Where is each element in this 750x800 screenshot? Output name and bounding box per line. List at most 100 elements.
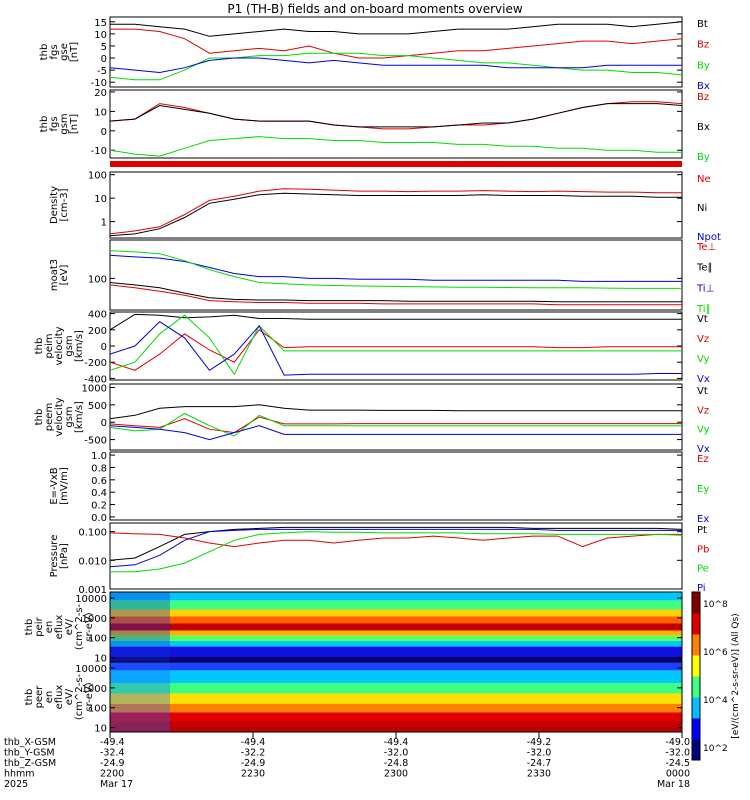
colorbar-label: [eV/(cm^2-s-sr-eV)] (All Qs): [731, 613, 741, 738]
spectrogram-early-interval: [110, 662, 170, 732]
panel-density: 100 10 1 Density [cm-3] Ne Ni Npot: [49, 171, 721, 243]
x-row-value: 2230: [241, 769, 265, 780]
series-line-Vx: [109, 425, 682, 441]
y-axis-label: thb: [39, 116, 50, 133]
legend-Bx: Bx: [697, 81, 710, 92]
spectrogram-band: [110, 616, 682, 624]
series-line-Te∥: [109, 282, 682, 303]
y-tick-label: -5: [97, 66, 107, 77]
panel-efield: 1.00.8 0.60.4 0.20.0 E=-VxB [mV/m] Ez Ey Ex: [49, 451, 709, 525]
y-axis-label: thb: [24, 689, 35, 706]
y-axis-label: (cm^2-s-: [74, 673, 85, 720]
legend-Ne: Ne: [697, 174, 711, 185]
y-axis-label: thb: [39, 44, 50, 61]
legend-Bx: Bx: [697, 122, 710, 133]
series-line-Vz: [109, 416, 682, 434]
y-axis-label: velocity: [54, 397, 65, 436]
spectrogram-band: [110, 592, 682, 601]
x-row-value: -24.9: [100, 758, 125, 769]
y-axis-label: [nPa]: [59, 543, 70, 569]
spectrogram-band: [110, 646, 682, 657]
spectrogram-band: [110, 656, 682, 662]
series-line-Pe: [110, 531, 683, 573]
x-row-label: thb_Z-GSM: [4, 758, 56, 769]
y-axis-label: [cm-3]: [59, 188, 70, 221]
y-tick-label: 1000: [82, 684, 107, 695]
y-axis-label: fgs: [49, 116, 60, 131]
x-row-value: Mar 17: [100, 779, 133, 790]
legend-Bz: Bz: [697, 92, 709, 103]
series-line-Pi: [109, 528, 682, 568]
series-line-Bz: [110, 28, 683, 59]
y-tick-label: -10: [91, 78, 107, 89]
series-line-Te⊥: [109, 284, 682, 306]
y-axis-label: Pressure: [49, 535, 60, 578]
panel-frame: [109, 171, 683, 239]
series-line-By: [109, 52, 683, 81]
spectrogram-band: [110, 670, 682, 683]
series-line-Bt: [110, 21, 683, 37]
y-tick-label: 0: [101, 127, 107, 138]
colorbar-segment: [692, 613, 700, 635]
panel-peir-spectrogram: 10000 1000 100 10 thb peir en eflux eV/(cm^2-s-s…: [24, 591, 683, 665]
spectrogram-band: [110, 662, 682, 671]
x-row-value: -49.2: [527, 737, 552, 748]
series-line-Pt: [109, 526, 683, 561]
y-tick-label: 1: [101, 218, 107, 229]
y-axis-label: moat3: [49, 259, 60, 291]
x-row-value: -24.7: [527, 758, 552, 769]
series-line-Ni: [109, 192, 682, 237]
y-tick-label: 0.100: [78, 528, 107, 539]
legend-Vy: Vy: [697, 425, 710, 436]
panel-frame: [109, 451, 683, 521]
panel-frame: [109, 89, 683, 159]
spectrogram-band: [110, 641, 682, 647]
y-tick-label: 0.4: [91, 488, 107, 499]
legend-Vz: Vz: [697, 334, 709, 345]
y-tick-label: 10000: [75, 594, 107, 605]
series-line-Vy: [109, 314, 682, 376]
y-tick-label: 0.001: [78, 585, 107, 596]
y-tick-label: 20: [94, 88, 107, 99]
legend-By: By: [697, 60, 710, 71]
legend-By: By: [697, 152, 710, 163]
spectrogram-colorbar: 10^8 10^6 10^4 10^2[eV/(cm^2-s-sr-eV)] (All…: [691, 591, 741, 761]
y-tick-label: -10: [91, 146, 107, 157]
spectrogram-band: [110, 721, 682, 732]
series-line-By: [109, 136, 682, 157]
y-axis-label: [km/s]: [74, 401, 85, 433]
y-tick-label: 0.0: [91, 513, 107, 524]
y-axis-label: velocity: [54, 326, 65, 365]
series-line-Pb: [109, 532, 682, 548]
panel-fgs-gsm: 20 10 0 -10 thb fgs gsm [nT] Bz Bx By: [39, 88, 710, 163]
y-axis-label: E=-VxB: [49, 467, 60, 504]
series-line-Bx: [109, 57, 682, 74]
y-tick-label: 100: [88, 274, 107, 285]
y-tick-label: 0: [101, 54, 107, 65]
legend-Ex: Ex: [697, 514, 709, 525]
x-row-value: -32.2: [241, 748, 266, 759]
legend-Pi: Pi: [697, 583, 706, 594]
legend-Npot: Npot: [697, 232, 721, 243]
y-axis-label: thb: [34, 409, 45, 426]
y-tick-label: -400: [84, 374, 107, 385]
panel-pressure: 0.100 0.010 0.001 Pressure [nPa] Pt Pb Pe Pi: [49, 522, 709, 596]
y-axis-label: Density: [49, 186, 60, 224]
legend-Vt: Vt: [697, 386, 708, 397]
y-axis-label: sr-eV): [84, 612, 95, 641]
colorbar-tick-label: 10^2: [703, 744, 728, 754]
spectrogram-band: [110, 623, 682, 631]
legend-Vx: Vx: [697, 444, 710, 455]
colorbar-segment: [692, 739, 700, 761]
y-tick-label: 100: [88, 704, 107, 715]
y-tick-label: 0: [101, 342, 107, 353]
x-row-value: -24.9: [241, 758, 266, 769]
spectrogram-band: [110, 712, 682, 722]
colorbar-tick-label: 10^4: [703, 696, 728, 706]
x-row-label: hhmm: [4, 769, 35, 780]
x-row-value: 2330: [527, 769, 551, 780]
figure-title: P1 (TH-B) fields and on-board moments ov…: [227, 2, 523, 16]
x-row-value: 2200: [100, 769, 124, 780]
